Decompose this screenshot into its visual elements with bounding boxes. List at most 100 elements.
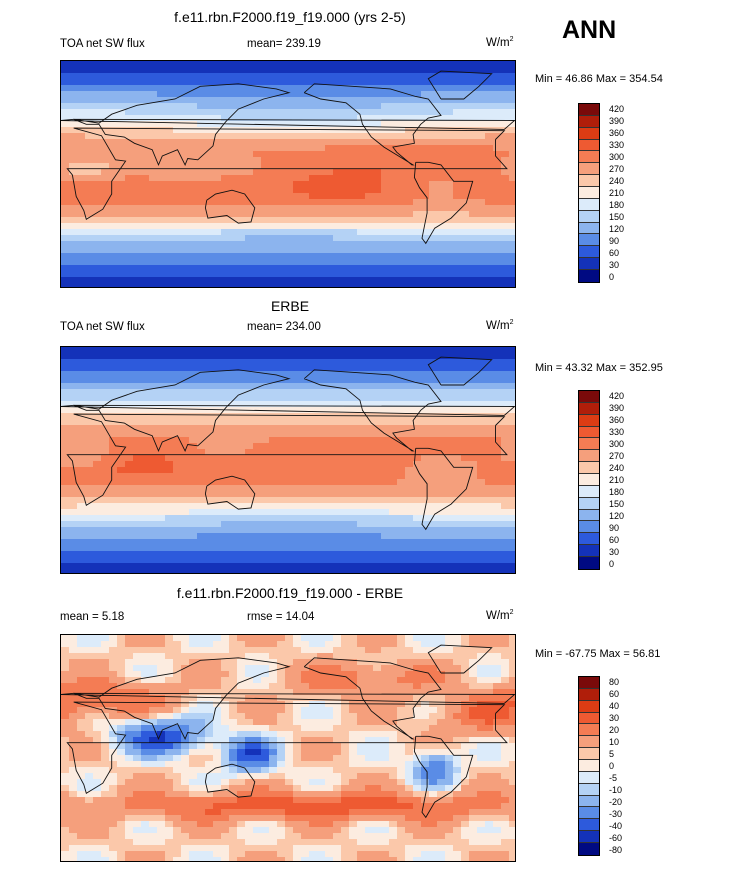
field-cell bbox=[141, 401, 150, 408]
field-cell bbox=[413, 677, 422, 684]
field-cell bbox=[197, 527, 206, 534]
field-cell bbox=[117, 97, 126, 104]
field-cell bbox=[477, 383, 486, 390]
field-cell bbox=[173, 515, 182, 522]
field-cell bbox=[149, 683, 158, 690]
field-cell bbox=[293, 401, 302, 408]
field-cell bbox=[317, 151, 326, 158]
field-cell bbox=[477, 431, 486, 438]
field-cell bbox=[117, 491, 126, 498]
field-cell bbox=[469, 73, 478, 80]
field-cell bbox=[149, 365, 158, 372]
field-cell bbox=[309, 419, 318, 426]
field-cell bbox=[437, 449, 446, 456]
field-cell bbox=[349, 401, 358, 408]
field-cell bbox=[421, 443, 430, 450]
field-cell bbox=[381, 419, 390, 426]
field-cell bbox=[61, 277, 70, 284]
field-cell bbox=[421, 527, 430, 534]
field-cell bbox=[469, 193, 478, 200]
field-cell bbox=[229, 283, 238, 287]
field-cell bbox=[157, 509, 166, 516]
field-cell bbox=[429, 383, 438, 390]
field-cell bbox=[141, 79, 150, 86]
field-cell bbox=[117, 509, 126, 516]
field-cell bbox=[181, 413, 190, 420]
field-cell bbox=[413, 157, 422, 164]
field-cell bbox=[453, 635, 462, 642]
field-cell bbox=[277, 181, 286, 188]
field-cell bbox=[125, 181, 134, 188]
field-cell bbox=[461, 241, 470, 248]
field-cell bbox=[445, 265, 454, 272]
field-cell bbox=[501, 223, 510, 230]
field-cell bbox=[141, 569, 150, 573]
field-cell bbox=[357, 659, 366, 666]
field-cell bbox=[349, 569, 358, 573]
field-cell bbox=[245, 79, 254, 86]
field-cell bbox=[469, 235, 478, 242]
field-cell bbox=[277, 265, 286, 272]
field-cell bbox=[237, 677, 246, 684]
field-cell bbox=[181, 683, 190, 690]
field-cell bbox=[333, 127, 342, 134]
field-cell bbox=[181, 73, 190, 80]
field-cell bbox=[333, 659, 342, 666]
field-cell bbox=[245, 371, 254, 378]
field-cell bbox=[341, 557, 350, 564]
field-cell bbox=[309, 431, 318, 438]
field-cell bbox=[285, 641, 294, 648]
field-cell bbox=[61, 133, 70, 140]
field-cell bbox=[189, 455, 198, 462]
field-cell bbox=[397, 407, 406, 414]
field-cell bbox=[501, 479, 510, 486]
field-cell bbox=[133, 677, 142, 684]
field-cell bbox=[205, 455, 214, 462]
field-cell bbox=[357, 647, 366, 654]
field-cell bbox=[213, 479, 222, 486]
field-cell bbox=[181, 241, 190, 248]
field-cell bbox=[437, 377, 446, 384]
field-cell bbox=[213, 127, 222, 134]
field-cell bbox=[93, 67, 102, 74]
field-cell bbox=[349, 665, 358, 672]
field-cell bbox=[357, 181, 366, 188]
field-cell bbox=[461, 515, 470, 522]
field-cell bbox=[277, 383, 286, 390]
field-cell bbox=[493, 199, 502, 206]
field-cell bbox=[341, 671, 350, 678]
field-cell bbox=[117, 115, 126, 122]
field-cell bbox=[69, 205, 78, 212]
field-cell bbox=[149, 61, 158, 68]
field-cell bbox=[133, 61, 142, 68]
field-cell bbox=[309, 115, 318, 122]
field-cell bbox=[453, 85, 462, 92]
field-cell bbox=[181, 223, 190, 230]
field-cell bbox=[413, 395, 422, 402]
field-cell bbox=[333, 115, 342, 122]
field-cell bbox=[493, 253, 502, 260]
field-cell bbox=[437, 443, 446, 450]
field-cell bbox=[69, 689, 78, 696]
field-cell bbox=[421, 641, 430, 648]
field-cell bbox=[349, 485, 358, 492]
field-cell bbox=[253, 545, 262, 552]
field-cell bbox=[461, 67, 470, 74]
field-cell bbox=[389, 365, 398, 372]
field-cell bbox=[181, 157, 190, 164]
field-cell bbox=[165, 539, 174, 546]
field-cell bbox=[285, 683, 294, 690]
field-cell bbox=[381, 97, 390, 104]
field-cell bbox=[181, 115, 190, 122]
field-cell bbox=[253, 73, 262, 80]
field-cell bbox=[109, 253, 118, 260]
field-cell bbox=[237, 449, 246, 456]
field-cell bbox=[333, 109, 342, 116]
field-cell bbox=[365, 665, 374, 672]
field-cell bbox=[253, 689, 262, 696]
panel-1-map bbox=[60, 60, 516, 288]
field-cell bbox=[429, 389, 438, 396]
field-cell bbox=[213, 491, 222, 498]
field-cell bbox=[213, 695, 222, 702]
field-cell bbox=[189, 133, 198, 140]
